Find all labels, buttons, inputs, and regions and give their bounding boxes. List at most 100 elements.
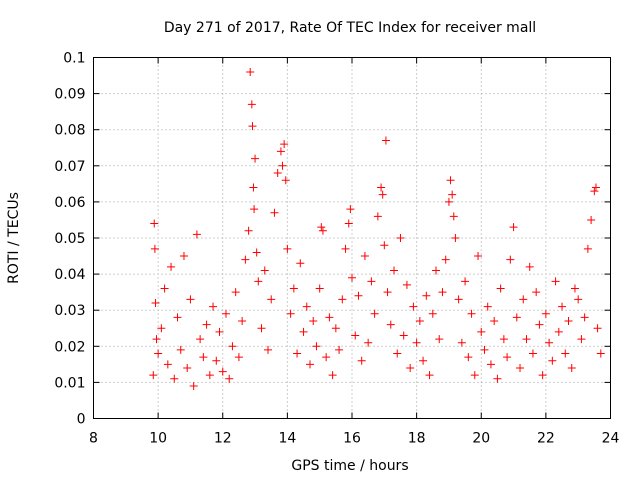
data-point [149,371,158,380]
data-point [351,331,360,340]
data-point [357,356,366,365]
data-point [331,324,340,333]
data-point [449,212,458,221]
data-point [370,309,379,318]
data-point [558,302,567,311]
data-point [173,313,182,322]
data-point [167,262,176,271]
data-points [149,67,605,391]
data-point [377,183,386,192]
data-point [399,331,408,340]
data-point [293,349,302,358]
data-point [234,353,243,362]
data-point [446,176,455,185]
data-point [432,266,441,275]
data-point [570,284,579,293]
data-point [448,190,457,199]
data-point [577,335,586,344]
y-tick-label: 0.09 [54,87,85,103]
data-point [257,324,266,333]
data-point [564,317,573,326]
data-point [315,284,324,293]
data-point [532,288,541,297]
data-point [402,280,411,289]
data-point [561,349,570,358]
x-tick-label: 20 [472,431,490,447]
data-point [317,223,326,232]
data-point [335,345,344,354]
data-point [248,122,257,131]
data-point [150,244,159,253]
data-point [454,295,463,304]
data-point [286,309,295,318]
data-point [419,356,428,365]
data-point [221,309,230,318]
data-point [373,212,382,221]
data-point [483,302,492,311]
data-point [160,284,169,293]
data-point [390,266,399,275]
data-point [412,338,421,347]
data-point [189,382,198,391]
data-point [528,349,537,358]
data-point [512,313,521,322]
data-point [328,371,337,380]
data-point [567,363,576,372]
data-point [541,309,550,318]
data-point [364,338,373,347]
data-point [380,241,389,250]
data-point [267,295,276,304]
x-tick-label: 22 [537,431,555,447]
x-tick-label: 14 [278,431,296,447]
data-point [499,335,508,344]
data-point [280,140,289,149]
data-point [519,295,528,304]
x-axis-label: GPS time / hours [291,458,408,474]
data-point [157,324,166,333]
x-tick-label: 8 [89,431,98,447]
data-point [302,302,311,311]
y-tick-label: 0.07 [54,159,85,175]
data-point [393,349,402,358]
data-point [490,317,499,326]
y-tick-label: 0.02 [54,339,85,355]
data-point [192,230,201,239]
x-tick-label: 24 [602,431,620,447]
data-point [496,284,505,293]
data-point [435,335,444,344]
data-point [338,295,347,304]
data-point [506,255,515,264]
data-point [522,335,531,344]
x-tick-label: 10 [149,431,167,447]
data-point [241,255,250,264]
x-tick-label: 12 [214,431,232,447]
data-point [409,302,418,311]
data-point [163,360,172,369]
y-tick-label: 0 [77,412,86,428]
data-point [273,169,282,178]
data-point [205,371,214,380]
data-point [183,363,192,372]
data-point [474,252,483,261]
data-point [152,335,161,344]
data-point [281,176,290,185]
data-point [451,234,460,242]
data-point [545,338,554,347]
data-point [551,277,560,286]
data-point [170,374,179,383]
data-point [367,277,376,286]
axis-ticks: 8 10 12 14 16 18 20 22 24 0 0.01 0.02 0.03 0.04 0.05 0.… [54,51,619,447]
chart-title: Day 271 of 2017, Rate Of TEC Index for r… [164,20,536,36]
y-tick-label: 0.06 [54,195,85,211]
data-point [322,353,331,362]
data-point [348,273,356,282]
data-point [325,313,334,322]
y-tick-label: 0.08 [54,123,85,139]
data-point [231,288,240,297]
data-point [441,255,450,264]
data-point [464,353,473,362]
data-point [580,313,589,322]
data-point [283,244,292,253]
data-point [276,147,285,156]
data-point [154,349,163,358]
